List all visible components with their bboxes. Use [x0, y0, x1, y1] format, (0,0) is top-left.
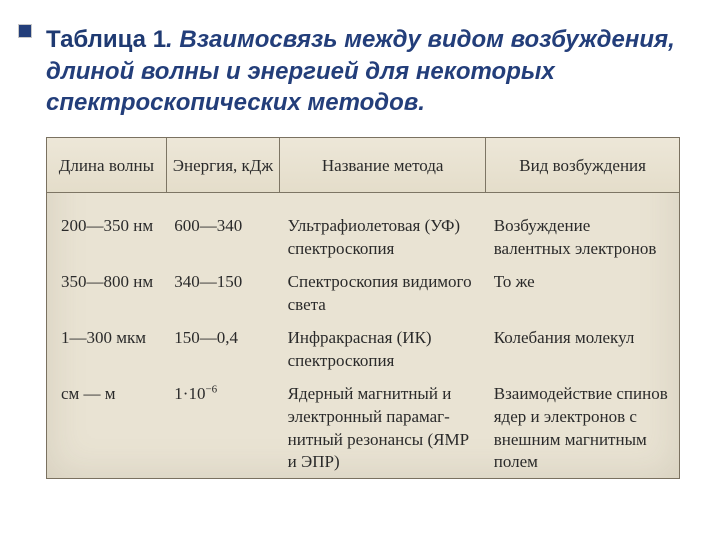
title-dot: . [166, 26, 179, 53]
title-label: Таблица 1 [46, 26, 166, 53]
cell-method: Спектроскопия видимо­го света [280, 265, 486, 321]
spectroscopy-table: Длина волны Энергия, кДж Название метода… [46, 137, 680, 479]
cell-energy-html: 1·10−6 [174, 384, 217, 403]
cell-energy: 340—150 [166, 265, 279, 321]
col-header-energy: Энергия, кДж [166, 138, 279, 193]
col-header-wavelength: Длина волны [47, 138, 166, 193]
cell-energy: 150—0,4 [166, 321, 279, 377]
cell-method: Ультрафиолетовая (УФ) спектроскопия [280, 193, 486, 265]
table-row: 200—350 нм 600—340 Ультрафиолетовая (УФ)… [47, 193, 679, 265]
table-head: Длина волны Энергия, кДж Название метода… [47, 138, 679, 193]
cell-excitation: Возбуждение валентных электронов [486, 193, 679, 265]
slide: Таблица 1. Взаимосвязь между видом возбу… [0, 0, 720, 540]
cell-excitation: То же [486, 265, 679, 321]
col-header-excitation: Вид возбуждения [486, 138, 679, 193]
cell-wavelength: см — м [47, 377, 166, 479]
cell-wavelength: 200—350 нм [47, 193, 166, 265]
cell-method: Ядерный магнитный и электронный парамаг­… [280, 377, 486, 479]
table: Длина волны Энергия, кДж Название метода… [47, 138, 679, 478]
cell-energy: 600—340 [166, 193, 279, 265]
col-header-method: Название метода [280, 138, 486, 193]
cell-excitation: Взаимодействие спинов ядер и электронов … [486, 377, 679, 479]
cell-wavelength: 1—300 мкм [47, 321, 166, 377]
cell-method: Инфракрасная (ИК) спектроскопия [280, 321, 486, 377]
title-bullet [18, 24, 32, 38]
cell-energy: 1·10−6 [166, 377, 279, 479]
cell-wavelength: 350—800 нм [47, 265, 166, 321]
cell-excitation: Колебания молекул [486, 321, 679, 377]
table-row: 1—300 мкм 150—0,4 Инфракрасная (ИК) спек… [47, 321, 679, 377]
slide-title: Таблица 1. Взаимосвязь между видом возбу… [46, 24, 680, 119]
table-body: 200—350 нм 600—340 Ультрафиолетовая (УФ)… [47, 193, 679, 479]
table-row: см — м 1·10−6 Ядерный магнитный и электр… [47, 377, 679, 479]
table-row: 350—800 нм 340—150 Спектроскопия видимо­… [47, 265, 679, 321]
